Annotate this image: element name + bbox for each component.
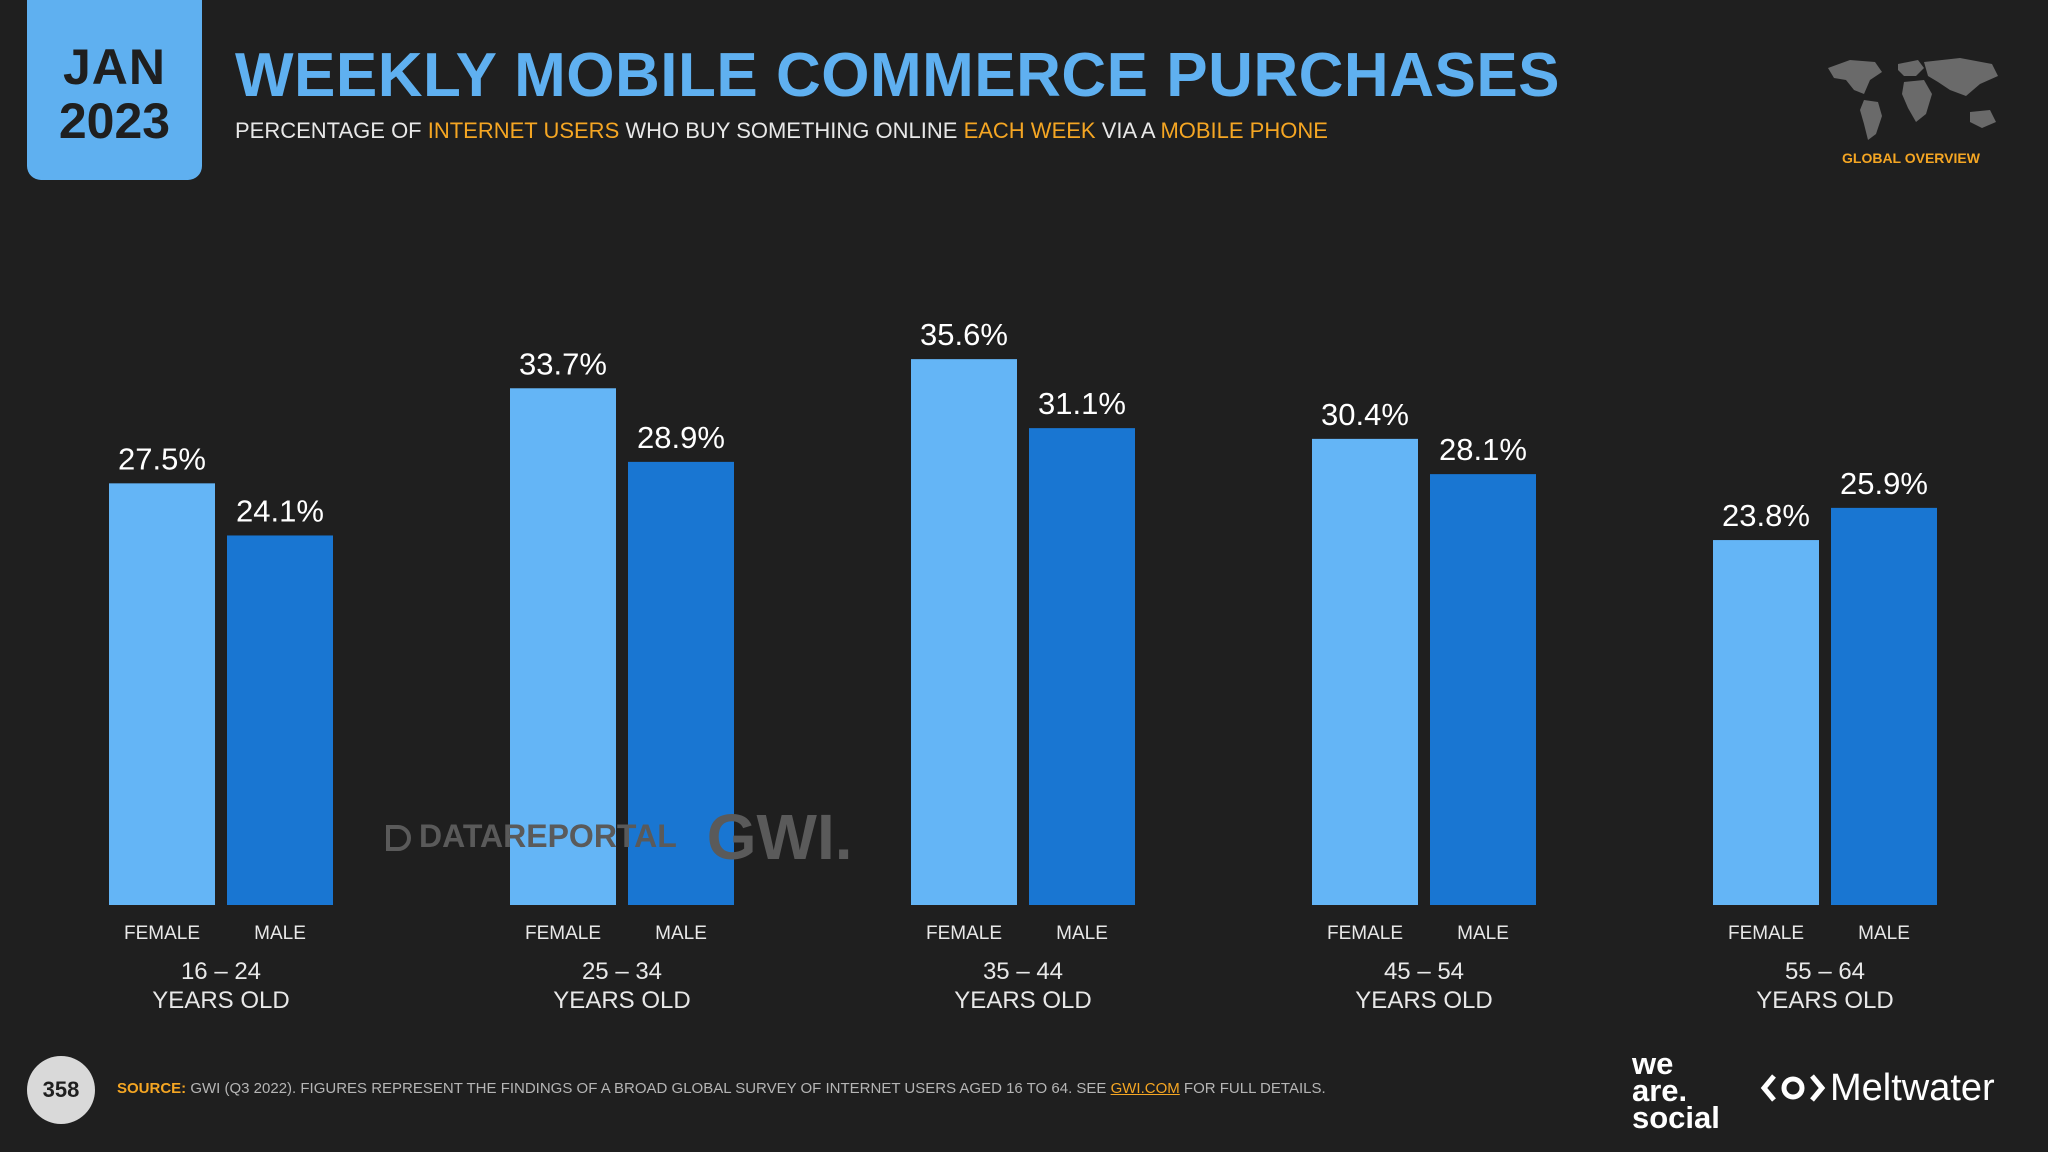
- series-label: MALE: [1056, 923, 1108, 944]
- global-overview-label: GLOBAL OVERVIEW: [1842, 150, 1980, 166]
- date-year: 2023: [58, 93, 171, 149]
- data-label: 28.9%: [637, 420, 725, 455]
- category-label: 55 – 64: [1785, 958, 1865, 985]
- bar-female: [1713, 540, 1819, 905]
- data-label: 27.5%: [118, 441, 206, 476]
- bar-male: [1831, 507, 1937, 905]
- data-label: 24.1%: [236, 493, 324, 528]
- series-label: FEMALE: [124, 923, 200, 944]
- we-are-social-logo: we are. social: [1632, 1046, 1720, 1135]
- subtitle-part: PERCENTAGE OF: [235, 118, 428, 143]
- bar-male: [1430, 474, 1536, 905]
- bar-female: [510, 388, 616, 905]
- bar-male: [628, 461, 734, 905]
- subtitle-highlight: INTERNET USERS: [427, 118, 620, 143]
- series-label: FEMALE: [1728, 923, 1804, 944]
- source-end: FOR FULL DETAILS.: [1179, 1080, 1326, 1097]
- subtitle-part: WHO BUY SOMETHING ONLINE: [619, 118, 964, 143]
- logo-line: social: [1632, 1100, 1720, 1135]
- world-map-icon: [1828, 58, 1998, 140]
- meltwater-icon: [1760, 1074, 1826, 1102]
- subtitle-highlight: MOBILE PHONE: [1160, 118, 1328, 143]
- watermark-datareportal: DATAREPORTAL: [419, 818, 677, 854]
- meltwater-text: Meltwater: [1830, 1067, 1995, 1109]
- category-suffix: YEARS OLD: [1756, 987, 1893, 1014]
- series-label: MALE: [655, 923, 707, 944]
- series-label: MALE: [1858, 923, 1910, 944]
- logo-line: we: [1632, 1046, 1674, 1081]
- date-month: JAN: [62, 39, 167, 95]
- category-suffix: YEARS OLD: [954, 987, 1091, 1014]
- bar-female: [911, 359, 1017, 906]
- category-suffix: YEARS OLD: [553, 987, 690, 1014]
- watermark: DATAREPORTAL GWI.: [385, 800, 853, 874]
- data-label: 35.6%: [920, 317, 1008, 352]
- subtitle-highlight: EACH WEEK: [963, 118, 1096, 143]
- series-label: FEMALE: [926, 923, 1002, 944]
- date-badge: JAN 2023: [27, 0, 202, 180]
- watermark-gwi: GWI.: [706, 801, 853, 873]
- bar-female: [109, 483, 215, 905]
- category-label: 45 – 54: [1384, 958, 1464, 985]
- logo-line: are.: [1632, 1073, 1688, 1108]
- page-title: WEEKLY MOBILE COMMERCE PURCHASES: [235, 41, 1561, 110]
- page-number: 358: [27, 1056, 95, 1124]
- category-suffix: YEARS OLD: [152, 987, 289, 1014]
- meltwater-logo: Meltwater: [1760, 1067, 1995, 1110]
- data-label: 33.7%: [519, 346, 607, 381]
- data-label: 25.9%: [1840, 466, 1928, 501]
- subtitle-part: VIA A: [1095, 118, 1161, 143]
- data-label: 30.4%: [1321, 397, 1409, 432]
- series-label: MALE: [254, 923, 306, 944]
- data-label: 23.8%: [1722, 498, 1810, 533]
- page-subtitle: PERCENTAGE OF INTERNET USERS WHO BUY SOM…: [235, 118, 1328, 144]
- category-suffix: YEARS OLD: [1355, 987, 1492, 1014]
- source-link[interactable]: GWI.COM: [1110, 1080, 1180, 1097]
- series-label: FEMALE: [525, 923, 601, 944]
- category-label: 16 – 24: [181, 958, 261, 985]
- series-label: FEMALE: [1327, 923, 1403, 944]
- source-label: SOURCE:: [117, 1080, 187, 1097]
- category-label: 25 – 34: [582, 958, 662, 985]
- bar-male: [1029, 428, 1135, 905]
- data-label: 28.1%: [1439, 432, 1527, 467]
- data-label: 31.1%: [1038, 386, 1126, 421]
- datareportal-icon: [386, 825, 411, 851]
- source-text: GWI (Q3 2022). FIGURES REPRESENT THE FIN…: [186, 1080, 1111, 1097]
- series-label: MALE: [1457, 923, 1509, 944]
- source-note: SOURCE: GWI (Q3 2022). FIGURES REPRESENT…: [117, 1080, 1326, 1097]
- category-label: 35 – 44: [983, 958, 1063, 985]
- bar-male: [227, 535, 333, 905]
- bar-female: [1312, 438, 1418, 905]
